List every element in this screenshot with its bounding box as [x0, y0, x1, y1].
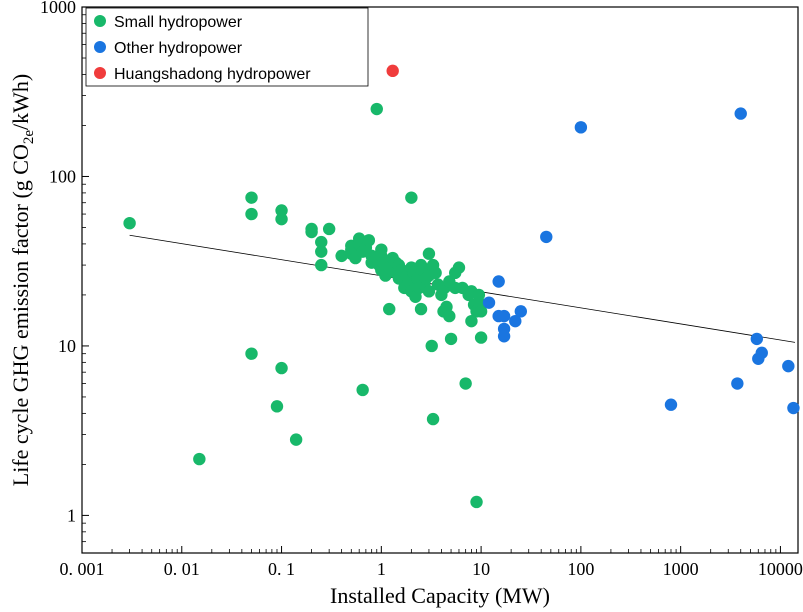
data-point [275, 361, 288, 375]
data-point [787, 401, 800, 415]
data-point [497, 330, 511, 343]
x-tick-label: 1000 [663, 559, 699, 579]
y-axis-label-prefix: Life cycle GHG emission factor (g CO [8, 144, 33, 486]
legend-marker-other [94, 41, 106, 53]
data-point [315, 235, 328, 249]
data-point [492, 275, 505, 288]
data-point [370, 102, 383, 116]
data-point [289, 433, 303, 446]
data-point [734, 107, 747, 120]
y-tick-label: 10 [58, 336, 76, 356]
data-point [422, 247, 436, 260]
data-point [193, 452, 206, 466]
legend-label-other: Other hydropower [114, 40, 243, 57]
data-point [731, 377, 744, 390]
data-point [305, 225, 318, 239]
axis-ticks [81, 6, 781, 554]
data-point [426, 412, 440, 426]
data-point [474, 305, 488, 318]
data-point [425, 339, 438, 353]
data-point [405, 191, 418, 204]
tick-labels: 0. 001 0. 01 0. 1 1 10 100 1000 10000 1 10 100 1000 [40, 0, 803, 579]
data-point [383, 302, 396, 316]
data-point [356, 383, 369, 397]
data-point [444, 332, 458, 346]
data-point [422, 285, 436, 298]
data-point [514, 305, 528, 318]
x-tick-label: 100 [567, 559, 594, 579]
data-points [123, 64, 800, 509]
x-tick-label: 0. 001 [60, 559, 105, 579]
data-point [362, 234, 376, 247]
data-point [315, 258, 328, 272]
data-point [509, 314, 522, 328]
data-point [782, 359, 795, 373]
data-point [470, 495, 483, 509]
data-point [443, 309, 456, 323]
data-point [315, 245, 328, 258]
data-point [322, 222, 336, 236]
legend-label-huangshadong: Huangshadong hydropower [114, 66, 311, 83]
data-point [452, 261, 466, 274]
y-tick-label: 100 [49, 166, 76, 186]
legend-marker-small [94, 15, 106, 27]
data-point [386, 64, 399, 78]
data-point [497, 309, 511, 323]
y-tick-label: 1 [67, 505, 76, 525]
legend-label-small: Small hydropower [114, 14, 243, 31]
data-point [123, 216, 136, 230]
data-point [459, 377, 472, 390]
data-point [755, 346, 768, 360]
y-axis-label-sub: 2e [21, 130, 37, 145]
x-tick-label: 0. 1 [268, 559, 295, 579]
x-tick-label: 1 [377, 559, 386, 579]
data-point [429, 266, 442, 280]
data-point [414, 302, 428, 316]
data-point [474, 331, 488, 344]
data-point [335, 249, 348, 263]
legend-box [85, 7, 369, 87]
data-point [245, 347, 258, 360]
data-point [465, 314, 478, 328]
y-axis-label-suffix: /kWh) [8, 74, 33, 130]
data-point [574, 121, 588, 134]
y-axis-label: Life cycle GHG emission factor (g CO2e/k… [8, 74, 37, 487]
data-point [270, 400, 284, 413]
x-tick-label: 10000 [758, 559, 803, 579]
data-point [540, 230, 553, 244]
data-point [482, 296, 496, 309]
plot-frame [81, 6, 799, 554]
data-point [664, 398, 678, 411]
data-point [245, 191, 258, 204]
data-point [750, 332, 764, 346]
x-axis-label: Installed Capacity (MW) [330, 583, 550, 608]
legend-marker-huangshadong [94, 67, 106, 79]
data-point [275, 212, 288, 226]
legend: Small hydropower Other hydropower Huangs… [85, 7, 369, 87]
x-tick-label: 0. 01 [164, 559, 200, 579]
x-tick-label: 10 [472, 559, 490, 579]
data-point [275, 204, 288, 217]
y-tick-label: 1000 [40, 0, 76, 17]
data-point [245, 207, 258, 221]
